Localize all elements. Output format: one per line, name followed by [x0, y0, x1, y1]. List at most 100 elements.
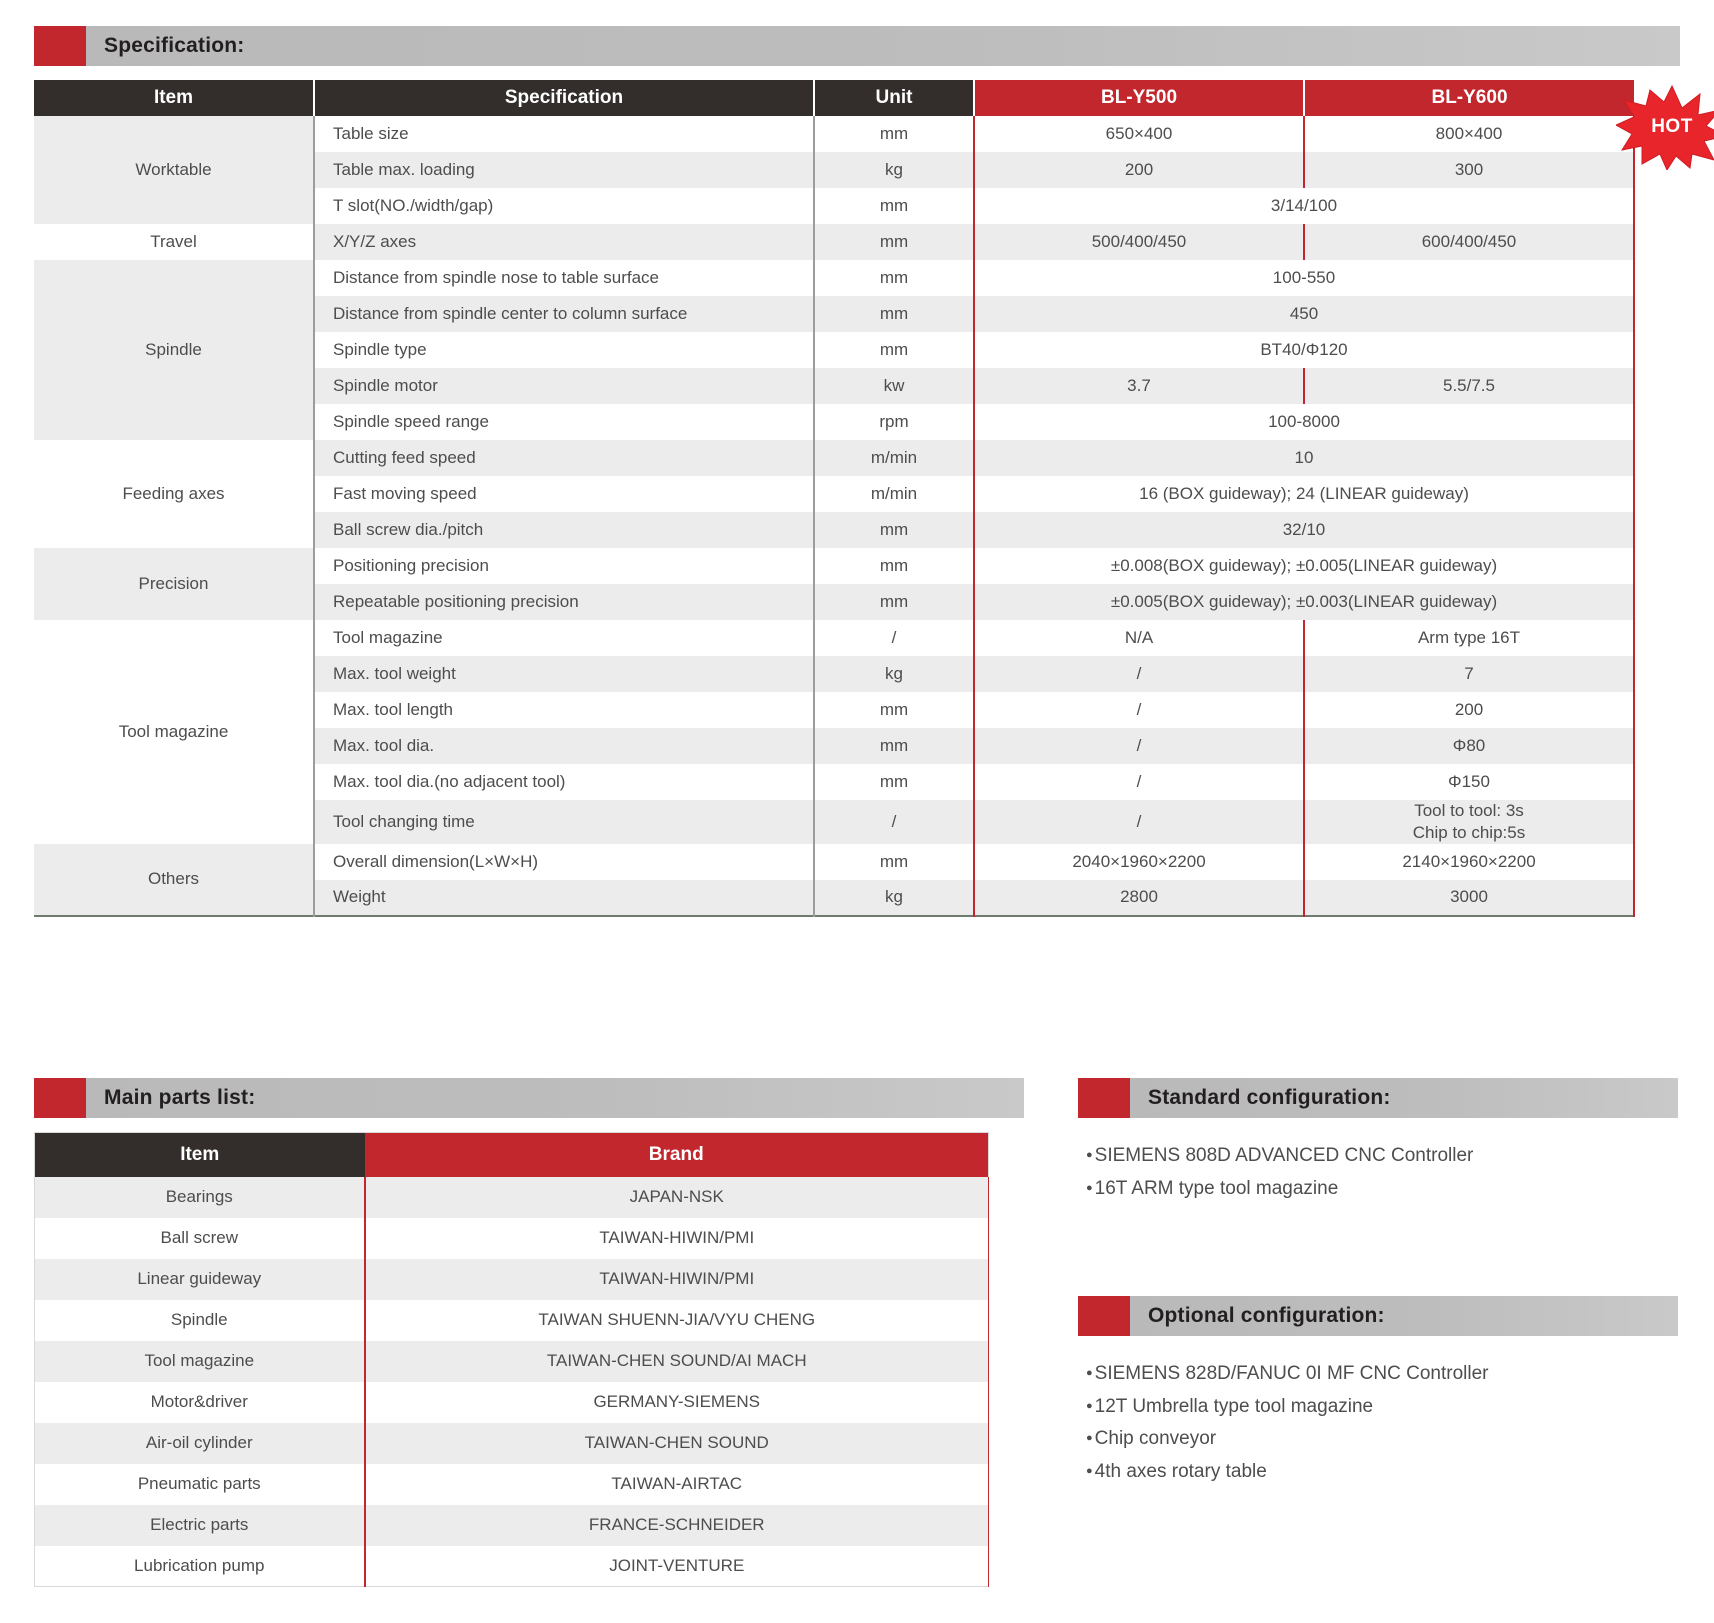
spec-name-cell: Tool changing time: [314, 800, 815, 844]
specification-table: Item Specification Unit BL-Y500 BL-Y600 …: [34, 80, 1635, 917]
spec-unit-cell: mm: [814, 548, 975, 584]
spec-group-label: Feeding axes: [34, 440, 315, 548]
spec-value-bl-y500: /: [974, 764, 1305, 800]
parts-item-cell: Ball screw: [34, 1217, 366, 1259]
spec-table-row: Max. tool dia. mm / Φ80: [34, 728, 1635, 764]
spec-value-shared-cell: 450: [974, 296, 1635, 332]
spec-value-bl-y600: Arm type 16T: [1304, 620, 1635, 656]
spec-value-shared-cell: ±0.008(BOX guideway); ±0.005(LINEAR guid…: [974, 548, 1635, 584]
spec-value-shared-cell: 32/10: [974, 512, 1635, 548]
parts-table-row: Bearings JAPAN-NSK: [34, 1176, 989, 1218]
spec-name-cell: Spindle motor: [314, 368, 815, 404]
standard-configuration-banner: Standard configuration:: [1078, 1078, 1678, 1118]
spec-unit-cell: /: [814, 800, 975, 844]
optional-configuration-section: Optional configuration: SIEMENS 828D/FAN…: [1078, 1296, 1678, 1489]
spec-value-shared-cell: 3/14/100: [974, 188, 1635, 224]
spec-name-cell: Distance from spindle center to column s…: [314, 296, 815, 332]
optional-configuration-list: SIEMENS 828D/FANUC 0I MF CNC Controller1…: [1078, 1336, 1678, 1489]
spec-table-row: Travel X/Y/Z axes mm 500/400/450 600/400/450: [34, 224, 1635, 260]
optional-configuration-banner-title: Optional configuration:: [1148, 1304, 1385, 1327]
spec-table-row: Feeding axes Cutting feed speed m/min 10: [34, 440, 1635, 548]
spec-value-bl-y500: 500/400/450: [974, 224, 1305, 260]
spec-unit-cell: kw: [814, 368, 975, 404]
standard-configuration-banner-title: Standard configuration:: [1148, 1086, 1391, 1109]
spec-group-label: Worktable: [34, 116, 315, 224]
spec-value-shared-cell: 16 (BOX guideway); 24 (LINEAR guideway): [974, 476, 1635, 512]
spec-table-row: Max. tool length mm/200: [34, 692, 1635, 728]
spec-unit-cell: kg: [814, 152, 975, 188]
spec-value-bl-y600: 200: [1304, 692, 1635, 728]
spec-name-cell: Fast moving speed: [314, 476, 815, 512]
standard-configuration-list: SIEMENS 808D ADVANCED CNC Controller16T …: [1078, 1118, 1678, 1205]
spec-table-row: Spindle Distance from spindle nose to tab…: [34, 260, 1635, 440]
spec-table-row: Tool magazine Tool magazine / N/A Arm type 1…: [34, 620, 1635, 844]
spec-table-row: Others Overall dimension(L×W×H) mm 2040×196…: [34, 843, 1635, 916]
parts-table-row: Pneumatic parts TAIWAN-AIRTAC: [34, 1463, 989, 1505]
spec-table-row: Fast moving speed m/min 16 (BOX guideway);…: [34, 476, 1635, 512]
parts-table-header-row: Item Brand: [34, 1132, 989, 1177]
spec-unit-cell: mm: [814, 843, 975, 880]
parts-item-cell: Lubrication pump: [34, 1545, 366, 1587]
spec-name-cell: Max. tool dia.(no adjacent tool): [314, 764, 815, 800]
spec-unit-cell: mm: [814, 224, 975, 260]
parts-brand-cell: TAIWAN-CHEN SOUND: [364, 1422, 989, 1464]
spec-value-bl-y500: /: [974, 656, 1305, 692]
parts-table-row: Motor&driver GERMANY-SIEMENS: [34, 1381, 989, 1423]
spec-unit-cell: kg: [814, 879, 975, 916]
parts-brand-cell: GERMANY-SIEMENS: [364, 1381, 989, 1423]
spec-table-row: Distance from spindle center to column s…: [34, 296, 1635, 332]
header-product-bl-y600: BL-Y600: [1304, 80, 1634, 116]
spec-value-bl-y500: 3.7: [974, 368, 1305, 404]
spec-value-shared-cell: 10: [974, 440, 1635, 476]
spec-value-bl-y500: /: [974, 800, 1305, 844]
specification-section: Specification: Item Specification Unit B…: [34, 26, 1714, 917]
spec-name-cell: Max. tool dia.: [314, 728, 815, 764]
standard-configuration-item: 16T ARM type tool magazine: [1086, 1173, 1678, 1206]
banner-red-swatch: [1078, 1078, 1130, 1118]
standard-configuration-section: Standard configuration: SIEMENS 808D ADV…: [1078, 1078, 1678, 1205]
spec-unit-cell: mm: [814, 584, 975, 620]
optional-configuration-item: 12T Umbrella type tool magazine: [1086, 1391, 1678, 1424]
spec-value-bl-y500: 2040×1960×2200: [974, 843, 1305, 880]
spec-unit-cell: /: [814, 620, 975, 656]
spec-table-row: T slot(NO./width/gap) mm 3/14/100: [34, 188, 1635, 224]
spec-value-bl-y600: 800×400: [1304, 116, 1635, 152]
hot-badge: HOT: [1614, 84, 1714, 172]
spec-name-cell: Max. tool weight: [314, 656, 815, 692]
parts-header-brand: Brand: [364, 1132, 989, 1177]
spec-name-cell: Repeatable positioning precision: [314, 584, 815, 620]
spec-table-row: Precision Positioning precision mm ±0.008(B…: [34, 548, 1635, 620]
parts-item-cell: Motor&driver: [34, 1381, 366, 1423]
spec-value-bl-y600: Tool to tool: 3s Chip to chip:5s: [1304, 800, 1635, 844]
parts-item-cell: Tool magazine: [34, 1340, 366, 1382]
spec-group-label: Travel: [34, 224, 315, 260]
banner-red-swatch: [1078, 1296, 1130, 1336]
parts-item-cell: Pneumatic parts: [34, 1463, 366, 1505]
spec-value-shared-cell: ±0.005(BOX guideway); ±0.003(LINEAR guid…: [974, 584, 1635, 620]
spec-table-row: Tool changing time / / Tool to tool: 3s Chip…: [34, 800, 1635, 844]
spec-name-cell: Cutting feed speed: [314, 440, 815, 476]
main-parts-table: Item Brand Bearings JAPAN-NSK Ball screw TA…: [34, 1132, 989, 1587]
spec-table-row: Table max. loading kg 200 300: [34, 152, 1635, 188]
banner-red-swatch: [34, 1078, 86, 1118]
spec-unit-cell: rpm: [814, 404, 975, 440]
parts-table-row: Linear guideway TAIWAN-HIWIN/PMI: [34, 1258, 989, 1300]
spec-table-row: Max. tool weight kg/7: [34, 656, 1635, 692]
header-unit: Unit: [814, 80, 975, 116]
banner-gray-bar: Standard configuration:: [1130, 1078, 1678, 1118]
parts-brand-cell: FRANCE-SCHNEIDER: [364, 1504, 989, 1546]
parts-table-row: Air-oil cylinder TAIWAN-CHEN SOUND: [34, 1422, 989, 1464]
spec-unit-cell: mm: [814, 332, 975, 368]
spec-name-cell: Table max. loading: [314, 152, 815, 188]
parts-item-cell: Spindle: [34, 1299, 366, 1341]
spec-table-row: Spindle speed range rpm 100-8000: [34, 404, 1635, 440]
parts-item-cell: Electric parts: [34, 1504, 366, 1546]
spec-unit-cell: m/min: [814, 476, 975, 512]
parts-brand-cell: TAIWAN-HIWIN/PMI: [364, 1217, 989, 1259]
banner-red-swatch: [34, 26, 86, 66]
spec-unit-cell: mm: [814, 260, 975, 296]
parts-brand-cell: TAIWAN SHUENN-JIA/VYU CHENG: [364, 1299, 989, 1341]
spec-group-label: Precision: [34, 548, 315, 620]
spec-name-cell: X/Y/Z axes: [314, 224, 815, 260]
spec-unit-cell: mm: [814, 116, 975, 152]
